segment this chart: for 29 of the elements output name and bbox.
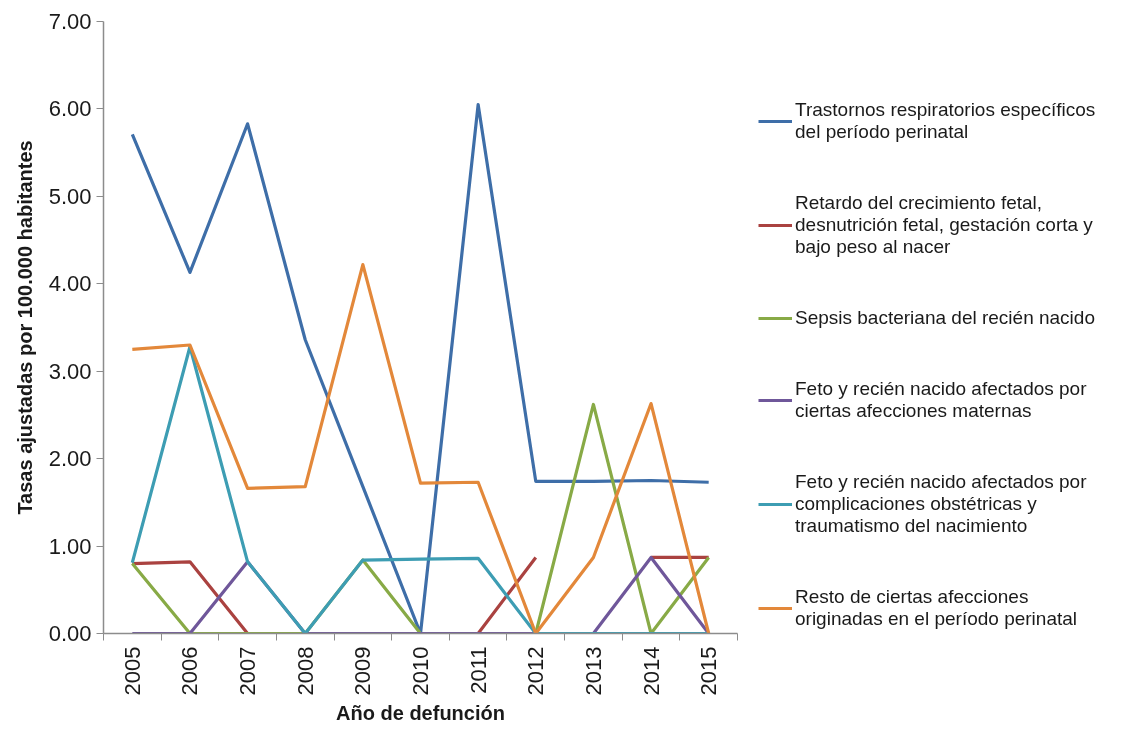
x-axis-title: Año de defunción [336, 702, 505, 725]
y-tick-label: 0.00 [48, 621, 92, 646]
y-tick-label: 6.00 [48, 96, 92, 122]
y-tick-label: 1.00 [48, 533, 92, 559]
line-series [130, 262, 711, 634]
y-tick-label: 3.00 [48, 358, 92, 384]
y-tick-label: 7.00 [48, 9, 92, 34]
legend-label: Resto de ciertas afecciones originadas en el período perinatal [795, 586, 1078, 630]
x-tick-label: 2009 [350, 646, 376, 696]
line-series [130, 102, 711, 634]
x-tick-label: 2005 [119, 646, 145, 696]
x-tick-label: 2007 [235, 646, 261, 696]
x-tick-label: 2014 [638, 646, 664, 696]
y-tick-label: 5.00 [48, 183, 92, 209]
legend-label: Trastornos respiratorios específicos del período perinatal [795, 99, 1096, 143]
x-tick-label: 2015 [696, 646, 722, 696]
y-axis-title: Tasas ajustadas por 100.000 habitantes [13, 140, 36, 515]
legend-label: Retardo del crecimiento fetal, desnutrición fetal, gestación corta y bajo peso al nacer [795, 192, 1093, 258]
x-tick-label: 2008 [292, 646, 318, 696]
x-tick-label: 2006 [177, 646, 203, 696]
x-tick-label: 2010 [408, 646, 433, 696]
x-tick-label: 2012 [523, 646, 549, 696]
y-tick-label: 2.00 [48, 446, 92, 472]
x-tick-label: 2011 [465, 646, 491, 694]
x-tick-label: 2013 [580, 646, 606, 696]
legend-label: Feto y recién nacido afectados por complicaciones obstétricas y traumatismo del nacimiento [795, 471, 1087, 537]
legend-label: Feto y recién nacido afectados por ciertas afecciones maternas [795, 378, 1087, 422]
legend-label: Sepsis bacteriana del recién nacido [795, 307, 1095, 329]
y-tick-label: 4.00 [48, 271, 92, 297]
